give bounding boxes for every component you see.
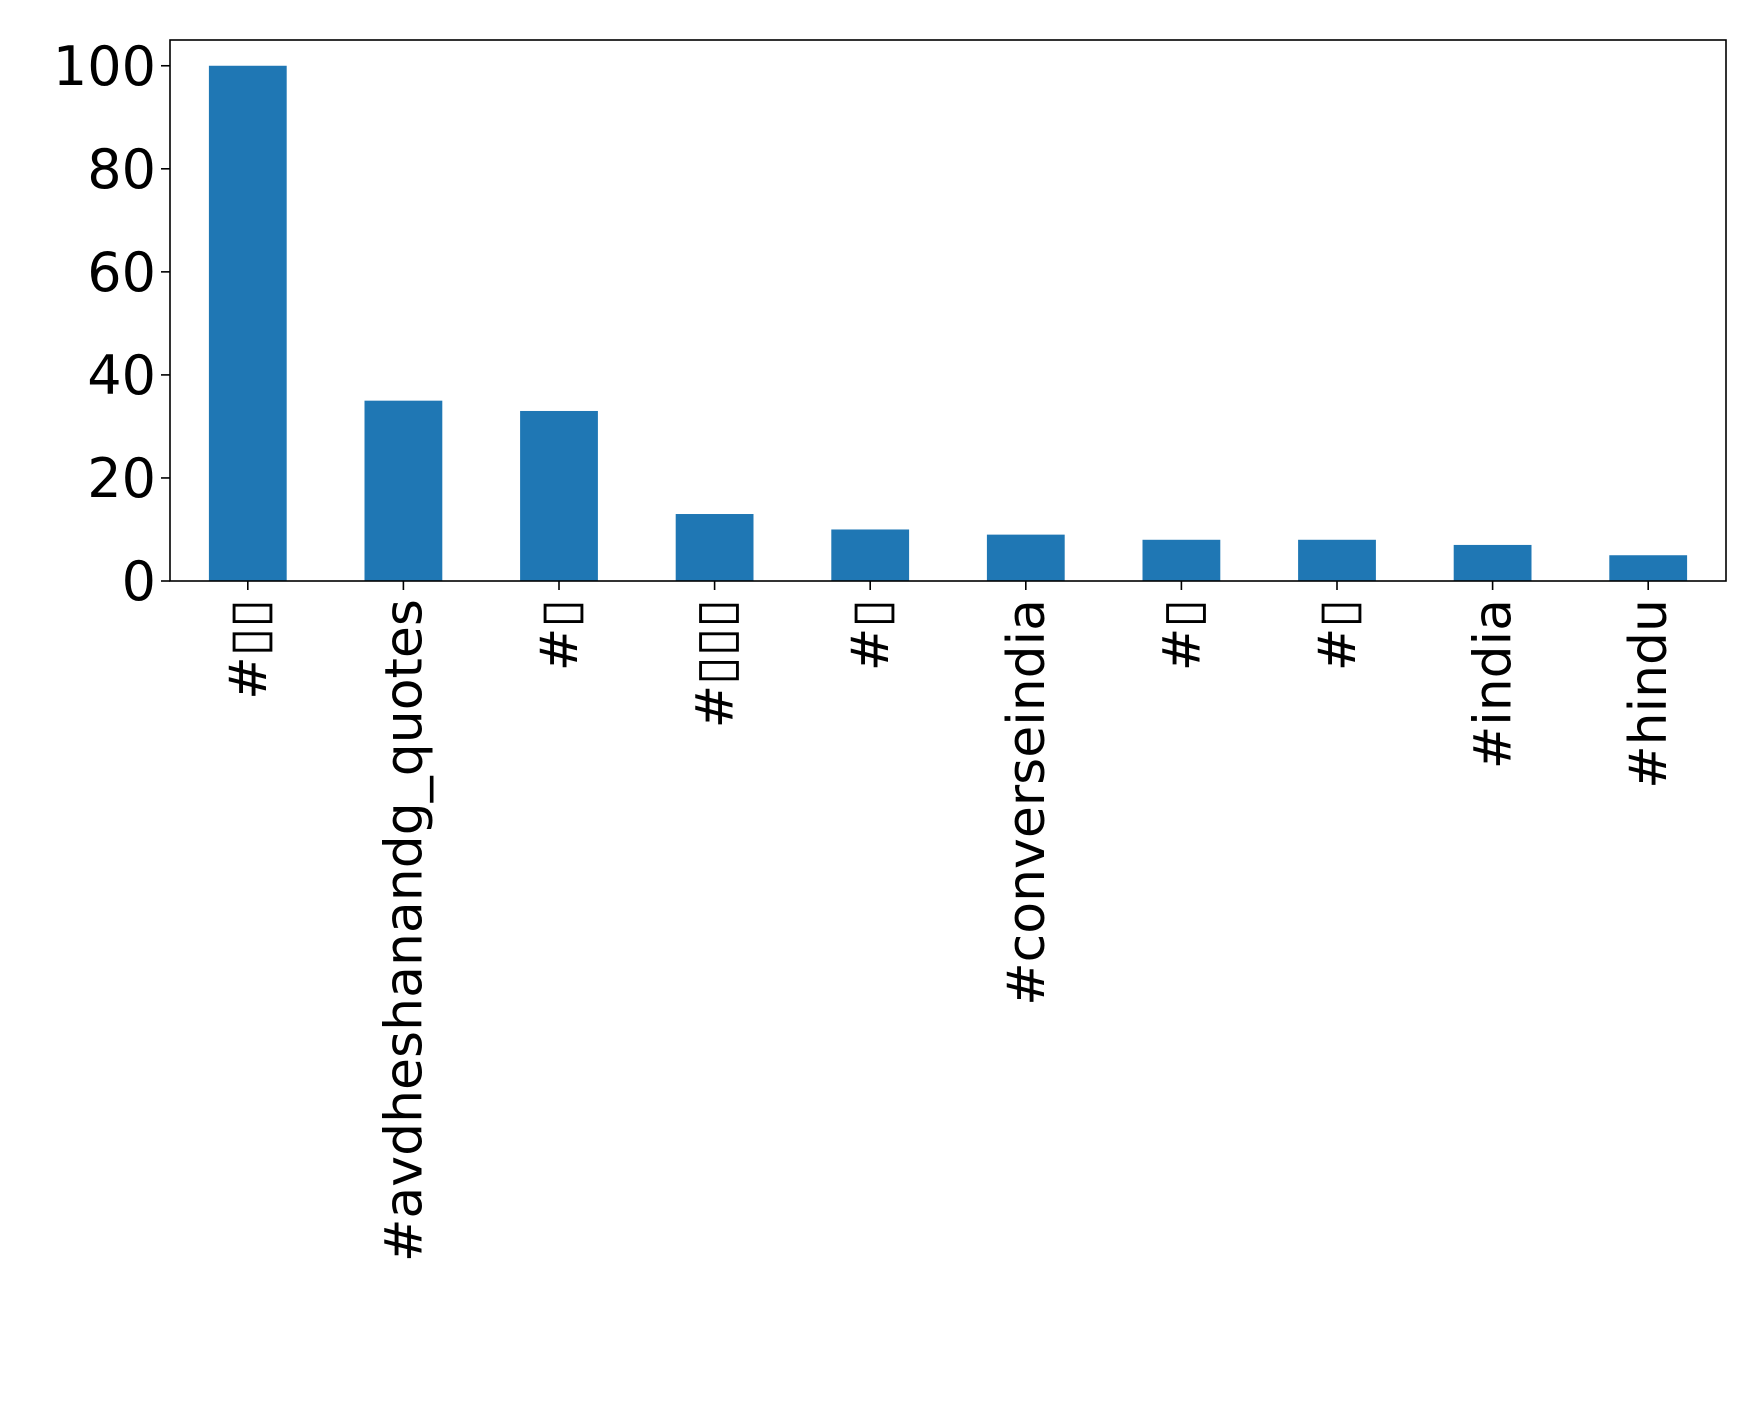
y-tick-label-1: 20 bbox=[87, 447, 156, 510]
x-tick-label-4: #▯ bbox=[841, 599, 901, 671]
bar-6 bbox=[1142, 539, 1221, 581]
bar-1 bbox=[364, 400, 443, 581]
bar-9 bbox=[1609, 555, 1688, 581]
y-tick-label-0: 0 bbox=[122, 550, 156, 613]
x-tick-label-8: #india bbox=[1464, 599, 1524, 769]
plot-frame bbox=[169, 39, 1727, 582]
bar-3 bbox=[675, 514, 754, 581]
x-tick-label-1: #avdheshanandg_quotes bbox=[374, 599, 434, 1262]
x-tick-label-0: #▯▯ bbox=[219, 599, 279, 700]
y-tick-label-3: 60 bbox=[87, 241, 156, 304]
bar-0 bbox=[208, 65, 287, 581]
y-axis: 0 20 40 60 80 100 bbox=[53, 35, 170, 613]
x-tick-label-7: #▯ bbox=[1308, 599, 1368, 671]
x-tick-label-5: #converseindia bbox=[997, 599, 1057, 1006]
bars-layer bbox=[208, 65, 1688, 581]
y-tick-label-2: 40 bbox=[87, 344, 156, 407]
x-tick-label-2: #▯ bbox=[530, 599, 590, 671]
x-tick-label-9: #hindu bbox=[1619, 599, 1679, 789]
bar-5 bbox=[986, 534, 1065, 581]
bar-2 bbox=[520, 410, 598, 581]
bar-7 bbox=[1298, 539, 1376, 581]
y-tick-label-4: 80 bbox=[87, 138, 156, 201]
x-tick-label-6: #▯ bbox=[1152, 599, 1212, 671]
bar-8 bbox=[1453, 544, 1532, 581]
x-tick-label-3: #▯▯▯ bbox=[686, 599, 746, 728]
x-axis: #▯▯ #avdheshanandg_quotes #▯ #▯▯▯ #▯ #convers… bbox=[219, 581, 1679, 1262]
y-tick-label-5: 100 bbox=[53, 35, 156, 98]
bar-4 bbox=[831, 529, 910, 581]
